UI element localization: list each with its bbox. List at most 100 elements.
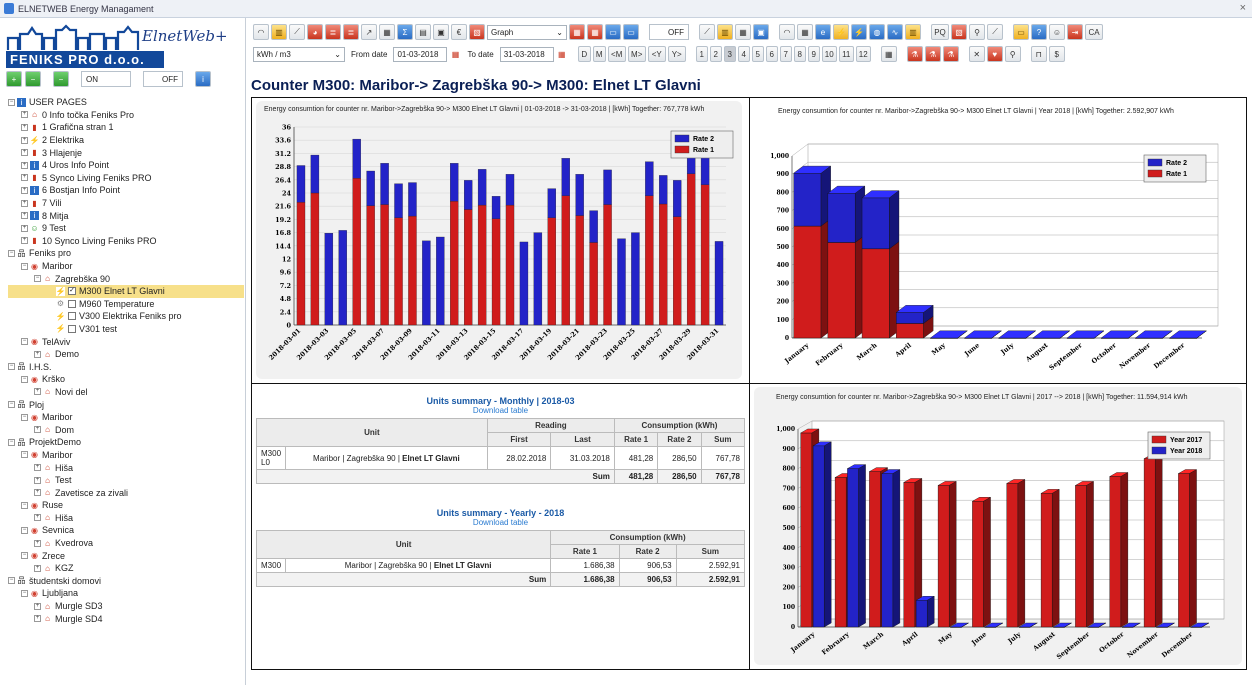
tree-node[interactable]: + i 6 Bostjan Info Point: [8, 184, 244, 197]
on-toggle[interactable]: ON: [81, 71, 131, 87]
collapse-icon[interactable]: −: [21, 451, 28, 459]
expand-icon[interactable]: +: [34, 514, 41, 522]
table-icon[interactable]: ▦: [379, 24, 395, 40]
lock-icon[interactable]: ⊓: [1030, 46, 1047, 62]
calendar-icon[interactable]: ▦: [557, 49, 566, 59]
tree-node[interactable]: − 品 Feniks pro: [8, 247, 244, 260]
collapse-icon[interactable]: −: [8, 98, 15, 106]
tree-node[interactable]: ⚡ V300 Elektrika Feniks pro: [8, 310, 244, 323]
tree-checkbox[interactable]: [68, 299, 76, 308]
expand-icon[interactable]: +: [34, 426, 41, 434]
add-icon[interactable]: +: [6, 71, 22, 87]
stack-chart-icon[interactable]: ≣: [325, 24, 341, 40]
tree-node[interactable]: − ◉ Ruse: [8, 499, 244, 512]
expand-icon[interactable]: +: [34, 476, 41, 484]
expand-icon[interactable]: +: [34, 539, 41, 547]
off-toggle[interactable]: OFF: [143, 71, 183, 87]
collapse-icon[interactable]: −: [21, 413, 28, 421]
tree-node[interactable]: + ⌂ Hiša: [8, 461, 244, 474]
gauge-icon[interactable]: ◠: [253, 24, 269, 40]
tree-checkbox[interactable]: ✓: [68, 287, 76, 296]
gauge-2-icon[interactable]: ◠: [779, 24, 795, 40]
euro-icon[interactable]: €: [451, 24, 467, 40]
tree-node[interactable]: − ◉ Ljubljana: [8, 587, 244, 600]
close-icon[interactable]: ×: [1239, 2, 1246, 14]
expand-icon[interactable]: +: [21, 237, 28, 245]
bar-chart-icon[interactable]: ▥: [271, 24, 287, 40]
calendar-icon[interactable]: ▦: [569, 24, 585, 40]
bar-chart-3-icon[interactable]: ▥: [905, 24, 921, 40]
ca-button[interactable]: CA: [1085, 24, 1103, 40]
search-icon[interactable]: ⚲: [1004, 46, 1021, 62]
collapse-icon[interactable]: −: [34, 275, 41, 283]
month-button[interactable]: 5: [751, 46, 764, 62]
calendar-icon[interactable]: ▦: [451, 49, 460, 59]
tree-node[interactable]: + ⌂ Murgle SD4: [8, 612, 244, 625]
tree-node[interactable]: + ▮ 5 Synco Living Feniks PRO: [8, 172, 244, 185]
expand-icon[interactable]: +: [21, 212, 28, 220]
expand-icon[interactable]: +: [21, 224, 28, 232]
expand-icon[interactable]: +: [34, 350, 41, 358]
expand-icon[interactable]: +: [34, 602, 41, 610]
yearly-download-link[interactable]: Download table: [472, 518, 529, 527]
browser-icon[interactable]: e: [815, 24, 831, 40]
bolt-2-icon[interactable]: ⚡: [851, 24, 867, 40]
folder-icon[interactable]: ▭: [1013, 24, 1029, 40]
expand-icon[interactable]: +: [21, 174, 28, 182]
save-icon[interactable]: ▣: [433, 24, 449, 40]
tools-icon[interactable]: ✕: [968, 46, 985, 62]
collapse-icon[interactable]: −: [21, 501, 28, 509]
tree-node[interactable]: ⚡ V301 test: [8, 323, 244, 336]
line-chart-2-icon[interactable]: ⟋: [699, 24, 715, 40]
expand-icon[interactable]: +: [34, 464, 41, 472]
tree-node[interactable]: + ☺ 9 Test: [8, 222, 244, 235]
window-2-icon[interactable]: ▭: [623, 24, 639, 40]
tree-node[interactable]: + ⚡ 2 Elektrika: [8, 134, 244, 147]
tree-node[interactable]: + ▮ 3 Hlajenje: [8, 146, 244, 159]
collapse-icon[interactable]: −: [8, 249, 15, 257]
collapse-icon[interactable]: −: [21, 552, 28, 560]
info-icon[interactable]: i: [195, 71, 211, 87]
tree-node[interactable]: ⚡ ✓ M300 Elnet LT Glavni: [8, 284, 244, 298]
collapse-icon[interactable]: −: [21, 589, 28, 597]
expand-icon[interactable]: +: [34, 489, 41, 497]
expand-icon[interactable]: +: [34, 615, 41, 623]
tree-node[interactable]: − ◉ Krško: [8, 373, 244, 386]
stack-chart-2-icon[interactable]: ≣: [343, 24, 359, 40]
flask-icon[interactable]: ⚗: [906, 46, 923, 62]
tree-node[interactable]: − i USER PAGES: [8, 96, 244, 109]
month-button[interactable]: 2: [709, 46, 722, 62]
tree-node[interactable]: + ⌂ Kvedrova: [8, 537, 244, 550]
month-button[interactable]: 12: [855, 46, 871, 62]
tree-node[interactable]: + ▮ 10 Synco Living Feniks PRO: [8, 235, 244, 248]
tree-node[interactable]: − ◉ Maribor: [8, 260, 244, 273]
tree-node[interactable]: ⚙ M960 Temperature: [8, 298, 244, 311]
bolt-icon[interactable]: ⚡: [833, 24, 849, 40]
disk-icon[interactable]: ▣: [753, 24, 769, 40]
month-button[interactable]: 3: [723, 46, 736, 62]
tree-node[interactable]: + i 8 Mitja: [8, 209, 244, 222]
range-button[interactable]: <Y: [647, 46, 666, 62]
line-chart-icon[interactable]: ⟋: [289, 24, 305, 40]
month-button[interactable]: 1: [695, 46, 708, 62]
expand-icon[interactable]: +: [34, 564, 41, 572]
month-button[interactable]: 4: [737, 46, 750, 62]
tree-node[interactable]: − 品 I.H.S.: [8, 360, 244, 373]
range-button[interactable]: Y>: [667, 46, 686, 62]
tree-node[interactable]: + ⌂ 0 Info točka Feniks Pro: [8, 109, 244, 122]
tree-node[interactable]: − ◉ Sevnica: [8, 524, 244, 537]
pdf-icon[interactable]: ▧: [469, 24, 485, 40]
minus-icon[interactable]: −: [25, 71, 41, 87]
tree-node[interactable]: + ⌂ Hiša: [8, 512, 244, 525]
month-button[interactable]: 11: [838, 46, 854, 62]
calculator-icon[interactable]: ▦: [880, 46, 897, 62]
grid-icon[interactable]: ▦: [797, 24, 813, 40]
tree-node[interactable]: − ◉ Zrece: [8, 549, 244, 562]
tree-checkbox[interactable]: [68, 312, 76, 321]
collapse-icon[interactable]: −: [21, 338, 28, 346]
flask-2-icon[interactable]: ⚗: [924, 46, 941, 62]
expand-icon[interactable]: +: [21, 111, 28, 119]
tree-node[interactable]: − ⌂ Zagrebška 90: [8, 272, 244, 285]
month-button[interactable]: 7: [779, 46, 792, 62]
tree-node[interactable]: − ◉ Maribor: [8, 449, 244, 462]
